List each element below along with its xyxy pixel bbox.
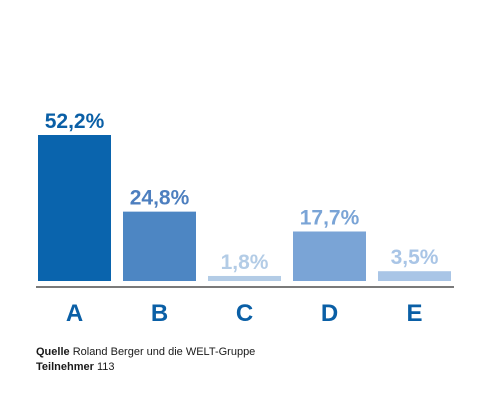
participants-label: Teilnehmer xyxy=(36,361,94,373)
value-label-a: 52,2% xyxy=(45,110,105,133)
bar-chart: 52,2% A 24,8% B 1,8% C 17,7% D 3,5% E xyxy=(36,110,454,327)
participants-value: 113 xyxy=(96,361,115,373)
bar-c xyxy=(208,275,281,281)
category-label-b: B xyxy=(151,300,168,327)
bar-e xyxy=(378,271,451,281)
participants-line: Teilnehmer 113 xyxy=(36,360,255,375)
value-label-e: 3,5% xyxy=(391,246,439,269)
bar-d xyxy=(293,231,366,281)
source-text: Roland Berger und die WELT-Gruppe xyxy=(72,346,256,358)
category-label-e: E xyxy=(406,300,422,327)
bar-b xyxy=(123,211,196,281)
source-note: Quelle Roland Berger und die WELT-Gruppe… xyxy=(36,345,255,375)
source-line: Quelle Roland Berger und die WELT-Gruppe xyxy=(36,345,255,360)
category-label-c: C xyxy=(236,300,253,327)
category-label-a: A xyxy=(66,300,83,327)
value-label-c: 1,8% xyxy=(221,251,269,274)
value-label-d: 17,7% xyxy=(300,206,360,229)
category-label-d: D xyxy=(321,300,338,327)
bar-a xyxy=(38,135,111,281)
source-label: Quelle xyxy=(36,346,70,358)
value-label-b: 24,8% xyxy=(130,187,190,210)
bars-group: 52,2% A 24,8% B 1,8% C 17,7% D 3,5% E xyxy=(38,110,451,327)
